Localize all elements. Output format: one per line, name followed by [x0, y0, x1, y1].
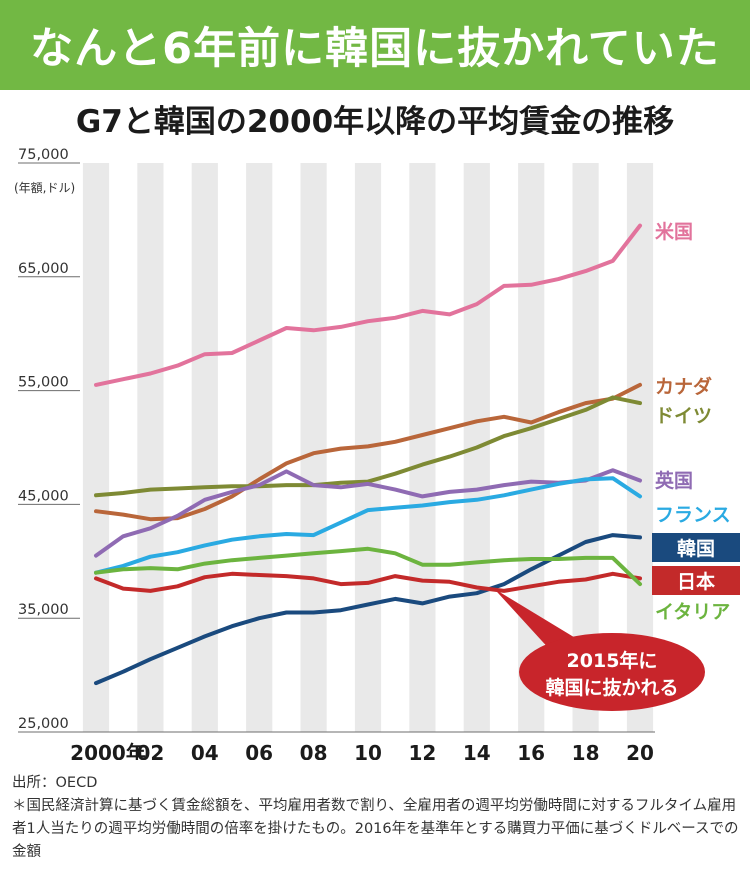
series-line-フランス: [94, 476, 642, 575]
series-line-英国: [94, 468, 642, 558]
y-tick-label: 35,000: [18, 602, 69, 618]
legend-box-日本: [652, 566, 740, 595]
x-tick-label: 2000年: [70, 741, 146, 760]
legend-label-米国: 米国: [655, 220, 693, 243]
x-tick-label: 14: [463, 741, 491, 760]
annotation-text: 2015年に: [567, 649, 658, 672]
annotation-bubble: [519, 633, 705, 711]
source-note: 出所：OECD: [12, 775, 98, 791]
legend-label-フランス: フランス: [655, 504, 731, 526]
grid-band: [82, 163, 110, 732]
y-tick-label: 25,000: [18, 716, 69, 732]
x-tick-label: 16: [517, 741, 545, 760]
grid-band: [300, 163, 327, 732]
series-line-米国: [94, 223, 642, 387]
grid-band: [246, 163, 273, 732]
footnote: ＊国民経済計算に基づく賃金総額を、平均雇用者数で割り、全雇用者の週平均労働時間に…: [12, 798, 739, 860]
legend-box-韓国: [652, 533, 740, 562]
y-axis-label: (年額,ドル): [14, 181, 75, 195]
x-tick-label: 02: [136, 741, 164, 760]
x-tick-label: 12: [408, 741, 436, 760]
legend-label-カナダ: カナダ: [655, 375, 712, 398]
series-line-イタリア: [94, 546, 642, 587]
headline-text: なんと6年前に韓国に抜かれていた: [30, 24, 720, 74]
y-tick-label: 75,000: [18, 147, 69, 163]
x-tick-label: 06: [245, 741, 273, 760]
legend-label-日本: 日本: [677, 570, 715, 593]
series-line-ドイツ: [94, 395, 642, 498]
annotation-pointer: [494, 588, 582, 652]
series-line-カナダ: [94, 382, 642, 522]
x-tick-label: 20: [626, 741, 654, 760]
grid-band: [191, 163, 218, 732]
x-tick-label: 18: [572, 741, 600, 760]
y-tick-label: 65,000: [18, 261, 69, 277]
legend-label-韓国: 韓国: [677, 537, 715, 560]
line-chart: 25,000 35,000 45,000 55,000 65,000 75,000 (年額,…: [14, 147, 740, 760]
chart-title: G7と韓国の2000年以降の平均賃金の推移: [75, 104, 675, 140]
headline-banner: なんと6年前に韓国に抜かれていた: [0, 0, 750, 90]
y-tick-label: 45,000: [18, 488, 69, 504]
x-tick-label: 08: [300, 741, 328, 760]
legend-label-英国: 英国: [655, 469, 693, 492]
grid-band: [137, 163, 164, 732]
y-tick-label: 55,000: [18, 375, 69, 391]
x-tick-label: 10: [354, 741, 382, 760]
legend-label-イタリア: イタリア: [655, 601, 730, 623]
x-tick-label: 04: [191, 741, 219, 760]
grid-band: [518, 163, 545, 732]
annotation-text: 韓国に抜かれる: [545, 676, 678, 699]
legend-label-ドイツ: ドイツ: [655, 405, 712, 427]
series-line-日本: [94, 571, 642, 593]
grid-band: [409, 163, 436, 732]
